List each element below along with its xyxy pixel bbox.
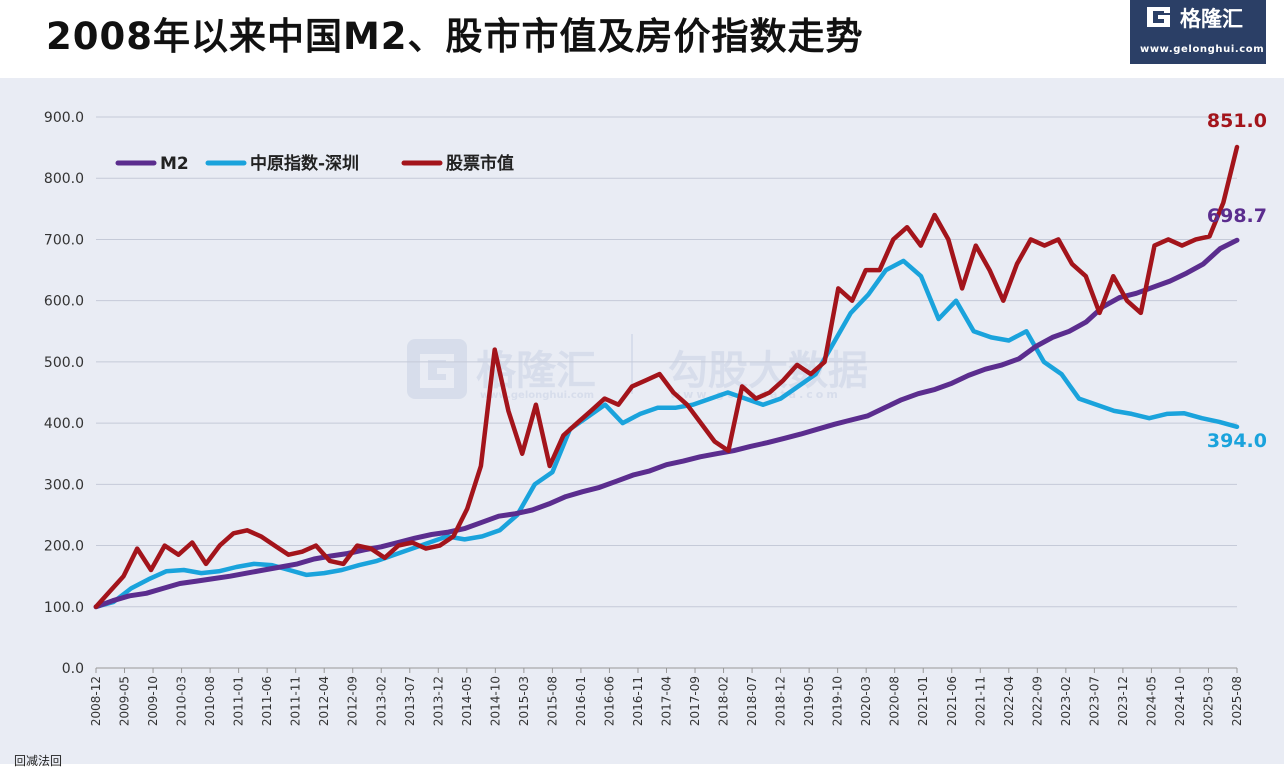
legend-label-2: 股票市值 (446, 153, 514, 174)
x-tick-label: 2018-02 (717, 676, 731, 726)
x-tick-label: 2022-09 (1030, 676, 1044, 726)
x-tick-label: 2017-04 (660, 676, 674, 726)
x-tick-label: 2022-04 (1002, 676, 1016, 726)
end-label-1: 394.0 (1207, 430, 1267, 452)
x-tick-label: 2016-11 (631, 676, 645, 726)
x-tick-label: 2025-03 (1201, 676, 1215, 726)
series-lines (93, 144, 1240, 610)
y-tick-label: 200.0 (44, 539, 84, 555)
x-tick-label: 2013-02 (374, 676, 388, 726)
end-labels: 394.0 698.7 851.0 (1207, 110, 1267, 452)
legend-label-1: 中原指数-深圳 (250, 153, 359, 174)
x-tick-label: 2024-05 (1144, 676, 1158, 726)
x-tick-label: 2020-03 (859, 676, 873, 726)
x-tick-label: 2011-11 (289, 676, 303, 726)
watermark-product: 勾股大数据 (668, 348, 868, 394)
y-tick-label: 800.0 (44, 171, 84, 187)
end-label-2: 851.0 (1207, 110, 1267, 132)
x-tick-label: 2018-12 (774, 676, 788, 726)
y-tick-label: 600.0 (44, 294, 84, 310)
x-tick-label: 2013-07 (403, 676, 417, 726)
chart-svg: 格隆汇 勾股大数据 www.gelonghui.com www.gogudata… (44, 110, 1267, 726)
x-tick-label: 2018-07 (745, 676, 759, 726)
y-tick-label: 500.0 (44, 355, 84, 371)
x-axis: 2008-12 2009-05 2009-10 2010-03 2010-08 2011-… (89, 667, 1244, 726)
x-tick-label: 2009-05 (118, 676, 132, 726)
page-title: 2008年以来中国M2、股市市值及房价指数走势 (46, 15, 864, 58)
x-tick-label: 2021-06 (945, 676, 959, 726)
x-tick-label: 2024-10 (1173, 676, 1187, 726)
x-tick-label: 2023-07 (1087, 676, 1101, 726)
x-tick-label: 2025-08 (1230, 676, 1244, 726)
logo-url: www.gelonghui.com (1140, 44, 1265, 55)
x-tick-label: 2019-05 (802, 676, 816, 726)
x-tick-label: 2016-01 (574, 676, 588, 726)
legend: M2 中原指数-深圳 股票市值 (115, 153, 514, 174)
x-tick-label: 2009-10 (146, 676, 160, 726)
x-tick-label: 2014-05 (460, 676, 474, 726)
end-label-0: 698.7 (1207, 205, 1267, 227)
x-tick-label: 2023-12 (1116, 676, 1130, 726)
x-tick-label: 2021-11 (973, 676, 987, 726)
x-tick-label: 2011-01 (232, 676, 246, 726)
x-tick-label: 2017-09 (688, 676, 702, 726)
x-tick-label: 2020-08 (888, 676, 902, 726)
x-tick-label: 2014-10 (488, 676, 502, 726)
x-tick-label: 2011-06 (260, 676, 274, 726)
x-tick-label: 2012-09 (346, 676, 360, 726)
y-axis: 0.0 100.0 200.0 300.0 400.0 500.0 600.0 700.0 80… (44, 110, 84, 677)
series-line-0 (93, 237, 1240, 610)
x-tick-label: 2010-08 (203, 676, 217, 726)
x-tick-label: 2010-03 (175, 676, 189, 726)
logo-g-icon (1147, 7, 1170, 27)
logo-name: 格隆汇 (1180, 7, 1243, 31)
y-tick-label: 400.0 (44, 416, 84, 432)
x-tick-label: 2021-01 (916, 676, 930, 726)
x-tick-label: 2015-03 (517, 676, 531, 726)
x-tick-label: 2019-10 (831, 676, 845, 726)
chart-panel: 格隆汇 勾股大数据 www.gelonghui.com www.gogudata… (0, 78, 1284, 764)
series-line-1 (93, 258, 1240, 610)
watermark-url-left: www.gelonghui.com (480, 390, 594, 401)
x-tick-label: 2008-12 (89, 676, 103, 726)
x-tick-label: 2013-12 (431, 676, 445, 726)
legend-label-0: M2 (160, 154, 189, 174)
brand-logo: 格隆汇 www.gelonghui.com (1130, 0, 1266, 64)
grid (96, 116, 1237, 608)
y-tick-label: 100.0 (44, 600, 84, 616)
x-tick-label: 2015-08 (545, 676, 559, 726)
y-tick-label: 0.0 (62, 661, 84, 677)
y-tick-label: 900.0 (44, 110, 84, 126)
y-tick-label: 300.0 (44, 477, 84, 493)
x-tick-label: 2012-04 (317, 676, 331, 726)
x-tick-label: 2023-02 (1059, 676, 1073, 726)
series-line-2 (93, 144, 1240, 610)
qr-label: 回减法回 (14, 754, 63, 768)
x-tick-label: 2016-06 (602, 676, 616, 726)
y-tick-label: 700.0 (44, 232, 84, 248)
